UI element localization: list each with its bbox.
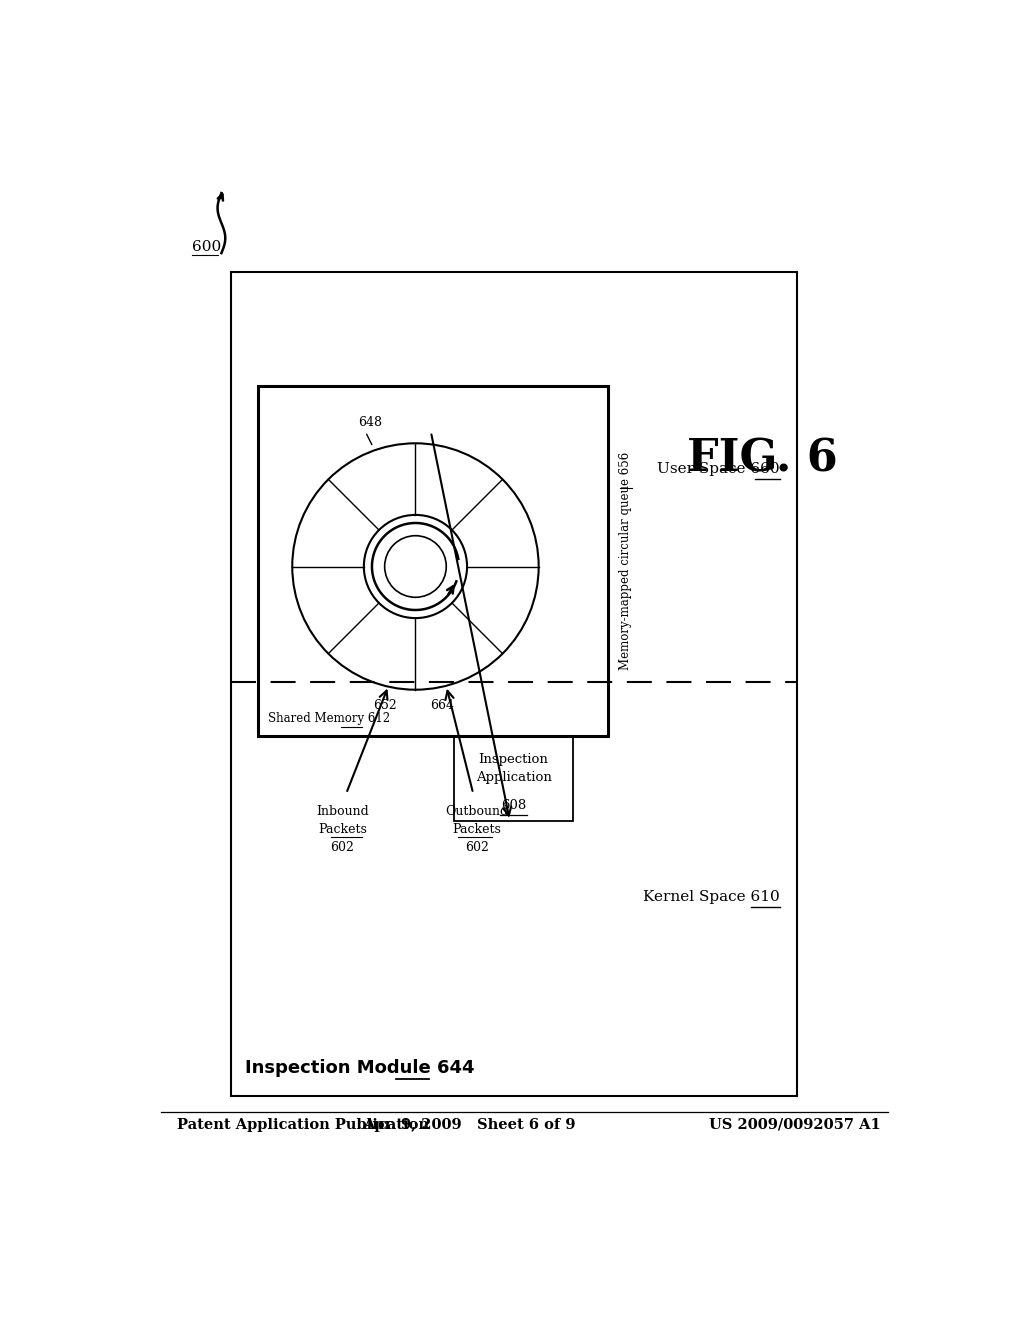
Text: Memory-mapped circular queue 656: Memory-mapped circular queue 656 [620,451,632,669]
Circle shape [364,515,467,618]
Text: User Space 660: User Space 660 [657,462,779,477]
Bar [454,737,573,821]
Text: 648: 648 [357,416,382,429]
Bar [258,385,608,737]
Text: Shared Memory 612: Shared Memory 612 [268,711,390,725]
Text: Apr. 9, 2009   Sheet 6 of 9: Apr. 9, 2009 Sheet 6 of 9 [364,1118,575,1131]
Text: 652: 652 [373,700,396,711]
Text: US 2009/0092057 A1: US 2009/0092057 A1 [709,1118,881,1131]
Text: FIG. 6: FIG. 6 [686,437,838,480]
Text: 600: 600 [193,240,221,253]
Text: Kernel Space 610: Kernel Space 610 [643,890,779,904]
Text: Inbound
Packets
602: Inbound Packets 602 [316,805,369,854]
Circle shape [385,536,446,597]
Text: 608: 608 [501,799,526,812]
Text: 664: 664 [430,700,455,711]
Text: Outbound
Packets
602: Outbound Packets 602 [445,805,509,854]
Text: Inspection
Application: Inspection Application [476,752,552,784]
Text: Inspection Module 644: Inspection Module 644 [245,1059,474,1077]
Bar [230,272,797,1096]
Text: Patent Application Publication: Patent Application Publication [177,1118,429,1131]
